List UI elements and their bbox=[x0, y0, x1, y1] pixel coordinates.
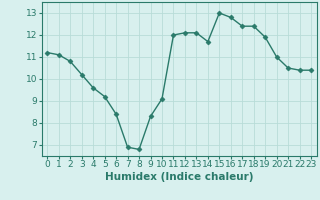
X-axis label: Humidex (Indice chaleur): Humidex (Indice chaleur) bbox=[105, 172, 253, 182]
